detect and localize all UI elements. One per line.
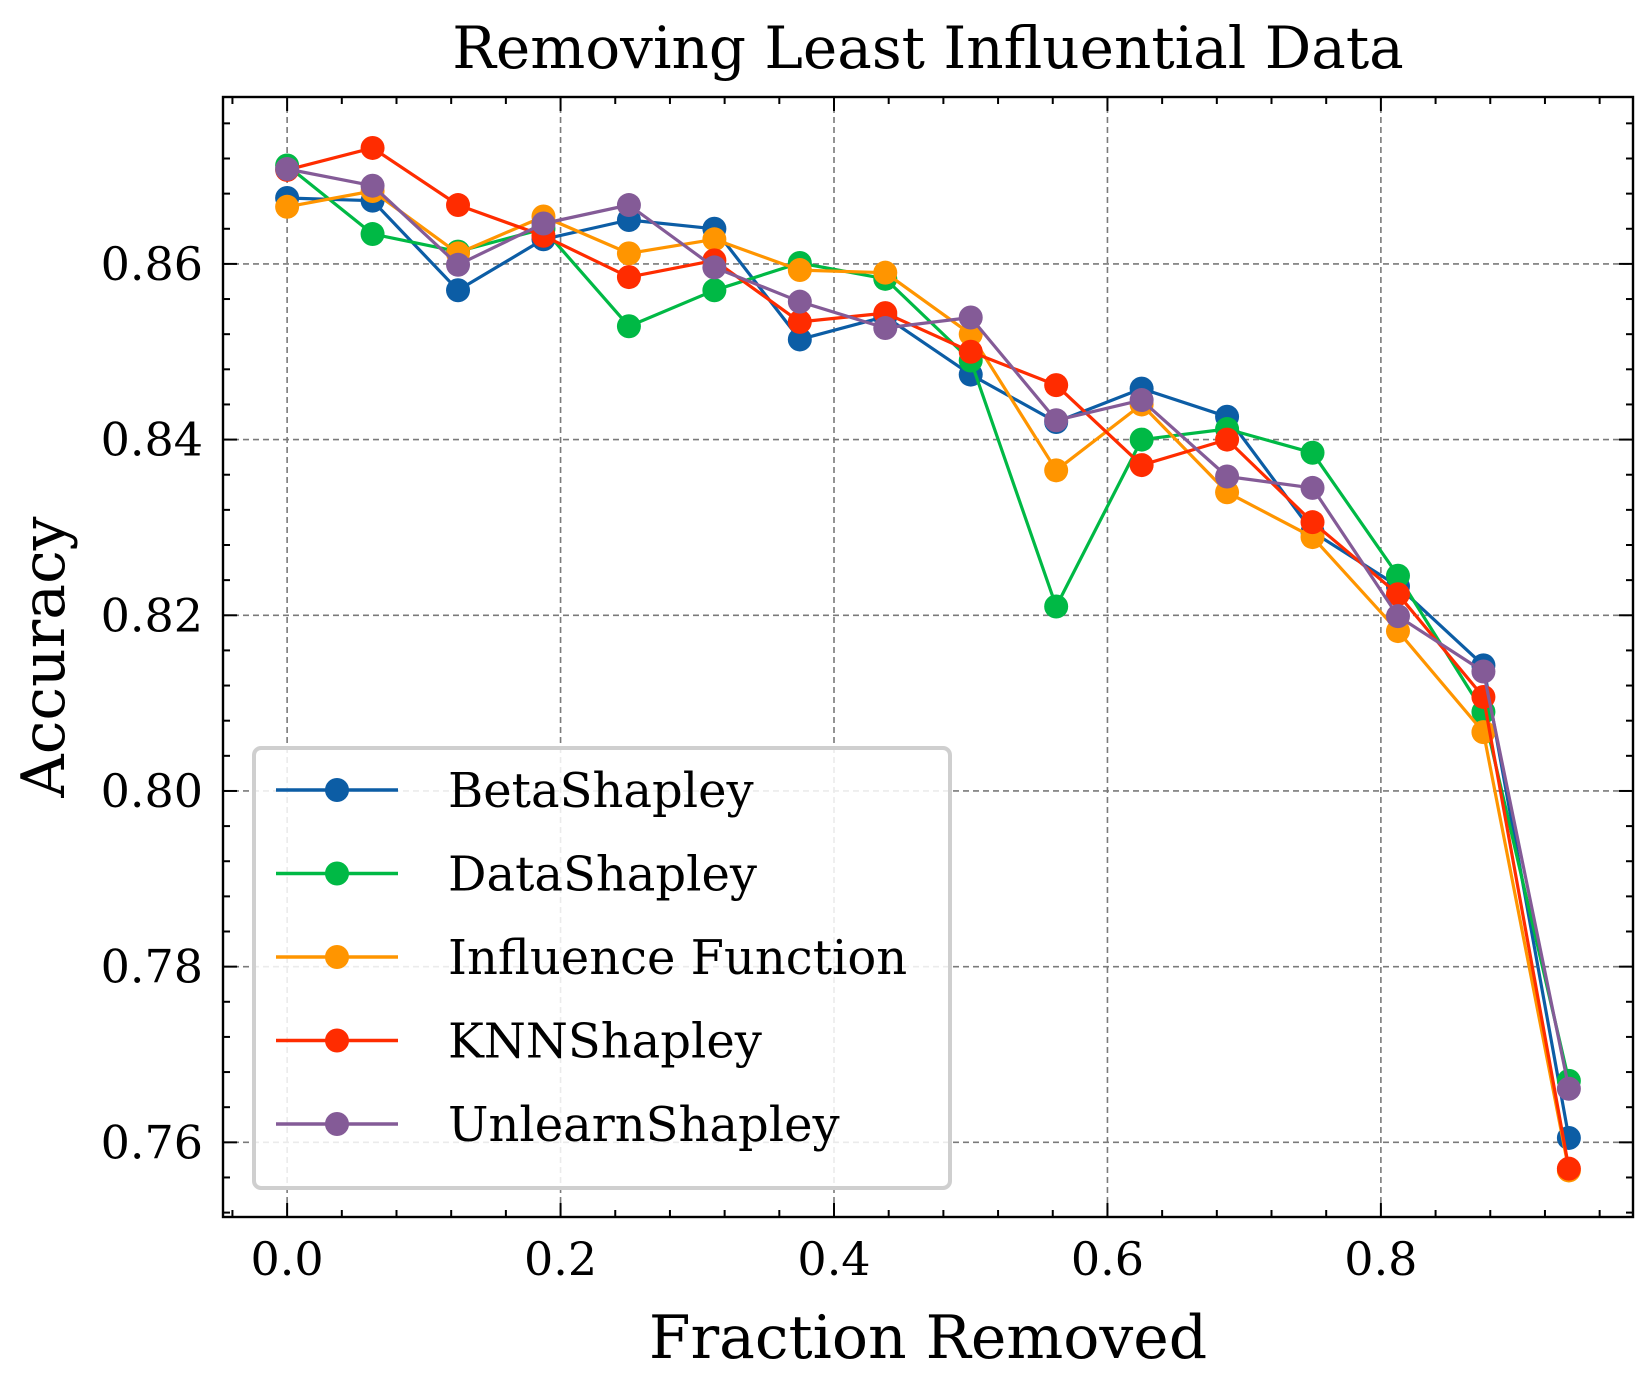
data-point-datashapley (1300, 440, 1325, 465)
data-point-knnshapley (446, 193, 471, 218)
x-tick-label: 0.4 (797, 1232, 870, 1286)
data-point-datashapley (702, 278, 727, 303)
series-line-knnshapley (286, 146, 1571, 1169)
legend-marker (325, 861, 349, 886)
data-point-unlearnshapley (1556, 1076, 1581, 1101)
data-point-knnshapley (1215, 427, 1240, 452)
legend-marker (325, 778, 349, 802)
legend-label: DataShapley (448, 847, 757, 903)
data-point-unlearnshapley (1044, 408, 1069, 433)
legend-label: KNNShapley (448, 1014, 762, 1070)
data-point-influence-function (1044, 458, 1069, 483)
data-point-influence-function (787, 258, 812, 283)
data-point-knnshapley (616, 265, 641, 290)
data-point-knnshapley (1044, 373, 1069, 398)
legend-item-datashapley: DataShapley (276, 847, 757, 903)
data-point-unlearnshapley (702, 255, 727, 280)
data-point-unlearnshapley (275, 157, 300, 182)
data-point-unlearnshapley (1385, 604, 1410, 629)
data-point-unlearnshapley (1129, 388, 1154, 413)
data-point-unlearnshapley (531, 211, 556, 236)
legend-label: Influence Function (448, 930, 907, 986)
data-point-knnshapley (1385, 582, 1410, 607)
legend-item-knnshapley: KNNShapley (276, 1014, 762, 1070)
series-line-influence-function (286, 189, 1571, 1171)
legend-item-betashapley: BetaShapley (276, 763, 754, 819)
x-tick-label: 0.6 (1071, 1232, 1144, 1286)
data-point-unlearnshapley (958, 305, 983, 330)
data-point-unlearnshapley (873, 316, 898, 341)
data-point-unlearnshapley (1471, 659, 1496, 684)
y-tick-label: 0.84 (101, 413, 203, 467)
legend-item-influence-function: Influence Function (276, 930, 907, 986)
data-point-betashapley (446, 278, 471, 303)
y-tick-label: 0.78 (101, 940, 203, 994)
legend-box (252, 746, 952, 1190)
y-tick-labels: 0.76 0.78 0.80 0.82 0.84 0.86 (101, 237, 203, 1169)
data-point-knnshapley (787, 309, 812, 334)
data-point-influence-function (275, 194, 300, 219)
data-point-influence-function (616, 241, 641, 266)
chart-title: Removing Least Influential Data (452, 14, 1403, 82)
data-point-datashapley (1044, 594, 1069, 619)
data-point-knnshapley (1556, 1156, 1581, 1181)
y-tick-label: 0.80 (101, 764, 203, 818)
legend-marker (325, 1112, 349, 1136)
data-point-knnshapley (1300, 510, 1325, 535)
data-point-unlearnshapley (1300, 475, 1325, 500)
data-point-influence-function (702, 227, 727, 252)
y-tick-label: 0.86 (101, 237, 203, 291)
y-axis-title: Accuracy (9, 516, 79, 798)
x-tick-label: 0.2 (524, 1232, 597, 1286)
data-point-datashapley (616, 314, 641, 339)
series-layer (275, 135, 1581, 1183)
data-point-betashapley (787, 327, 812, 352)
data-point-influence-function (958, 322, 983, 347)
data-point-unlearnshapley (360, 173, 385, 198)
plot-frame (221, 95, 1635, 1219)
data-point-unlearnshapley (787, 289, 812, 314)
legend-marker (325, 1028, 349, 1053)
data-point-knnshapley (360, 135, 385, 160)
x-tick-label: 0.0 (251, 1232, 324, 1286)
legend-item-unlearnshapley: UnlearnShapley (276, 1097, 840, 1153)
data-point-datashapley (1129, 427, 1154, 452)
series-unlearnshapley (275, 157, 1581, 1101)
data-point-influence-function (873, 260, 898, 285)
legend: BetaShapley DataShapley Influence Function… (252, 746, 952, 1190)
y-tick-label: 0.82 (101, 588, 203, 642)
x-tick-labels: 0.0 0.2 0.4 0.6 0.8 (251, 1232, 1418, 1286)
legend-label: UnlearnShapley (448, 1097, 840, 1153)
series-line-unlearnshapley (286, 167, 1571, 1090)
data-point-datashapley (360, 222, 385, 247)
y-tick-label: 0.76 (101, 1115, 203, 1169)
data-point-unlearnshapley (616, 193, 641, 218)
series-line-datashapley (286, 164, 1571, 1082)
data-point-unlearnshapley (1215, 464, 1240, 489)
data-point-datashapley (1385, 563, 1410, 588)
x-tick-label: 0.8 (1344, 1232, 1417, 1286)
legend-marker (325, 945, 349, 969)
data-point-unlearnshapley (446, 252, 471, 277)
x-axis-title: Fraction Removed (649, 1303, 1207, 1373)
legend-label: BetaShapley (448, 763, 754, 819)
data-point-knnshapley (958, 339, 983, 364)
data-point-knnshapley (1129, 453, 1154, 478)
